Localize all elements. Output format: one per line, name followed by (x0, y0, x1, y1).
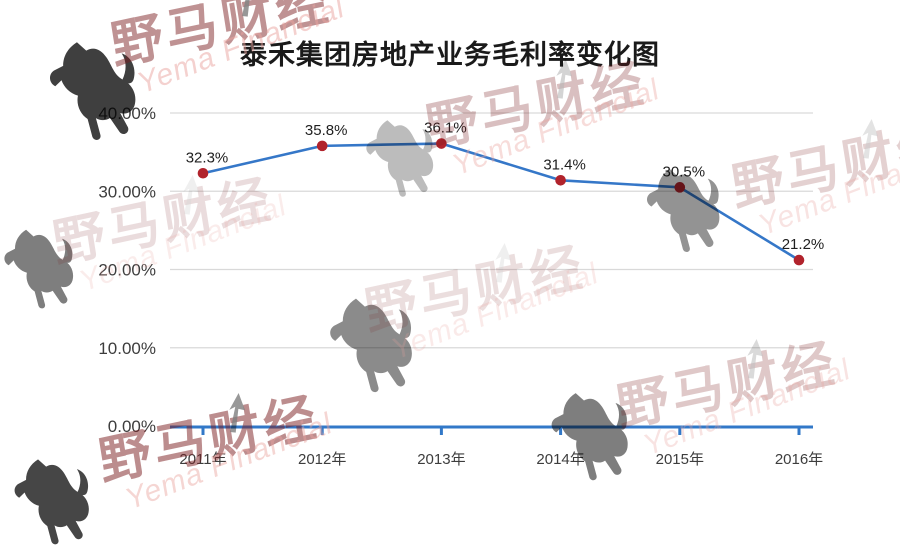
x-tick-label: 2016年 (775, 451, 823, 468)
chart-title: 泰禾集团房地产业务毛利率变化图 (240, 40, 660, 70)
y-tick-label: 0.00% (108, 417, 156, 436)
x-tick-label: 2011年 (179, 451, 226, 468)
data-point-label: 36.1% (424, 120, 467, 137)
data-point (436, 138, 447, 149)
y-tick-label: 10.00% (98, 339, 156, 358)
margin-trend-line (201, 142, 801, 262)
y-tick-label: 30.00% (98, 182, 156, 201)
data-point-label: 21.2% (782, 236, 825, 253)
gross-margin-line-chart: 0.00% 10.00% 20.00% 30.00% 40.00% 2011年 2012年 2… (98, 104, 825, 468)
data-point (793, 254, 805, 266)
data-point-label: 35.8% (305, 122, 348, 139)
data-point (197, 167, 209, 179)
y-tick-label: 40.00% (98, 104, 156, 123)
data-point (674, 182, 686, 193)
data-point (555, 174, 566, 186)
x-tick-label: 2012年 (298, 451, 346, 468)
data-point-label: 31.4% (543, 156, 586, 173)
data-point (316, 140, 328, 152)
data-point-label: 32.3% (186, 149, 229, 166)
x-tick-label: 2014年 (536, 451, 584, 468)
y-tick-label: 20.00% (98, 261, 156, 280)
data-point-label: 30.5% (663, 163, 706, 180)
x-tick-label: 2015年 (656, 451, 704, 468)
x-tick-label: 2013年 (417, 451, 465, 468)
